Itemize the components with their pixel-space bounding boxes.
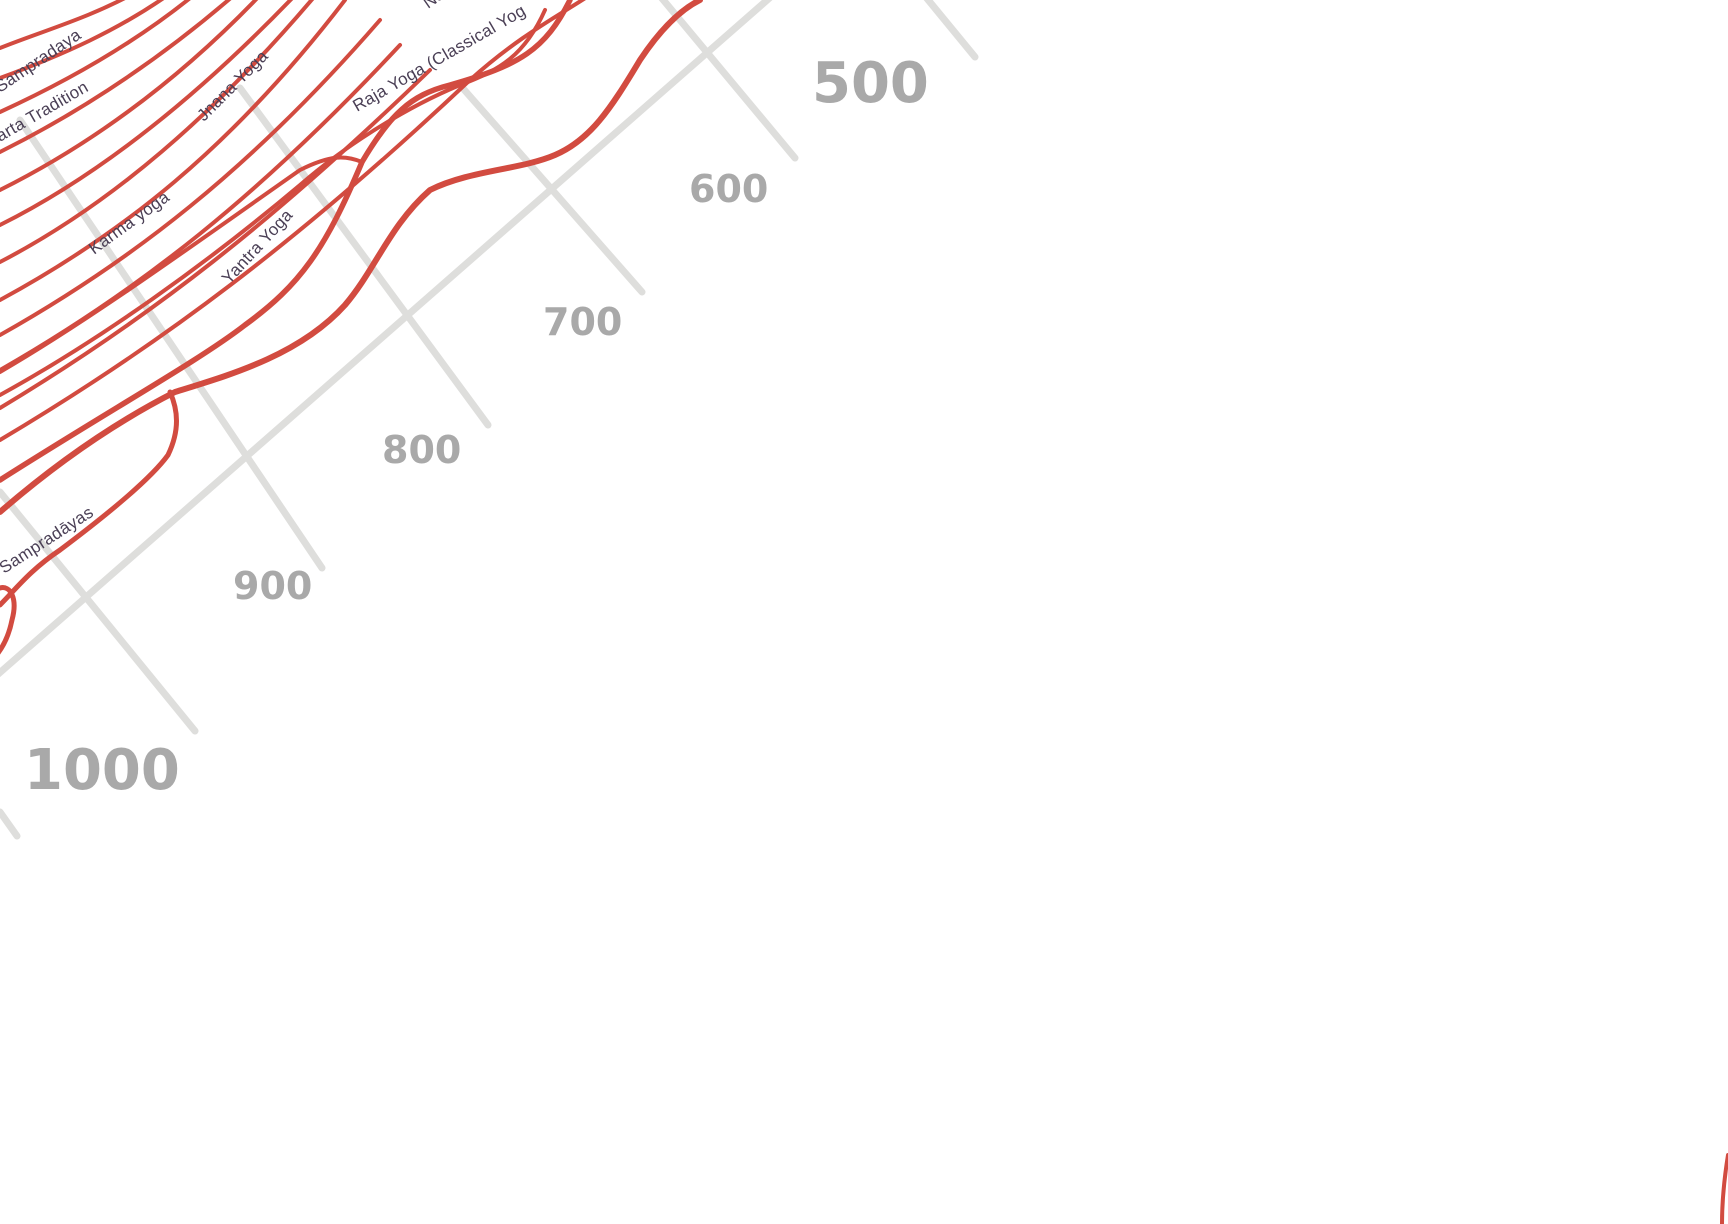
stream-path (0, 0, 191, 114)
stream-path (0, 389, 179, 608)
stream-path (0, 0, 347, 302)
stream-path (0, 0, 165, 80)
stream-path (0, 0, 586, 442)
grid-diagonal-main (0, 0, 773, 678)
grid-line-500 (923, 0, 979, 61)
stream-path (0, 0, 232, 154)
stream-path (1720, 1153, 1728, 1224)
stream-path (0, 0, 573, 483)
stream-path (0, 68, 432, 410)
year-label-900: 900 (233, 564, 312, 608)
stream-label-na: Na (419, 0, 448, 12)
stream-path (0, 0, 294, 227)
stream-label-karma-yoga: Karma yoga (85, 187, 173, 258)
stream-path (0, 585, 17, 655)
stream-path (0, 0, 259, 192)
stream-path (0, 0, 703, 515)
stream-label-raja-yoga: Raja Yoga (Classical Yog (350, 1, 529, 116)
stream-path (0, 0, 126, 50)
grid-line-1100 (0, 808, 21, 840)
year-label-600: 600 (689, 167, 768, 211)
grid-line-1000 (0, 488, 199, 735)
year-label-1000: 1000 (24, 738, 180, 803)
grid-line-900 (16, 116, 326, 572)
grid-line-700 (456, 81, 646, 296)
stream-path (0, 8, 547, 397)
grid-lines (0, 0, 979, 840)
grid-line-800 (236, 84, 492, 429)
year-label-800: 800 (382, 428, 461, 472)
year-label-500: 500 (812, 51, 929, 116)
year-label-700: 700 (543, 300, 622, 344)
stream-path (0, 18, 382, 337)
year-labels: 500 600 700 800 900 1000 (24, 51, 929, 803)
stream-path (0, 0, 315, 264)
